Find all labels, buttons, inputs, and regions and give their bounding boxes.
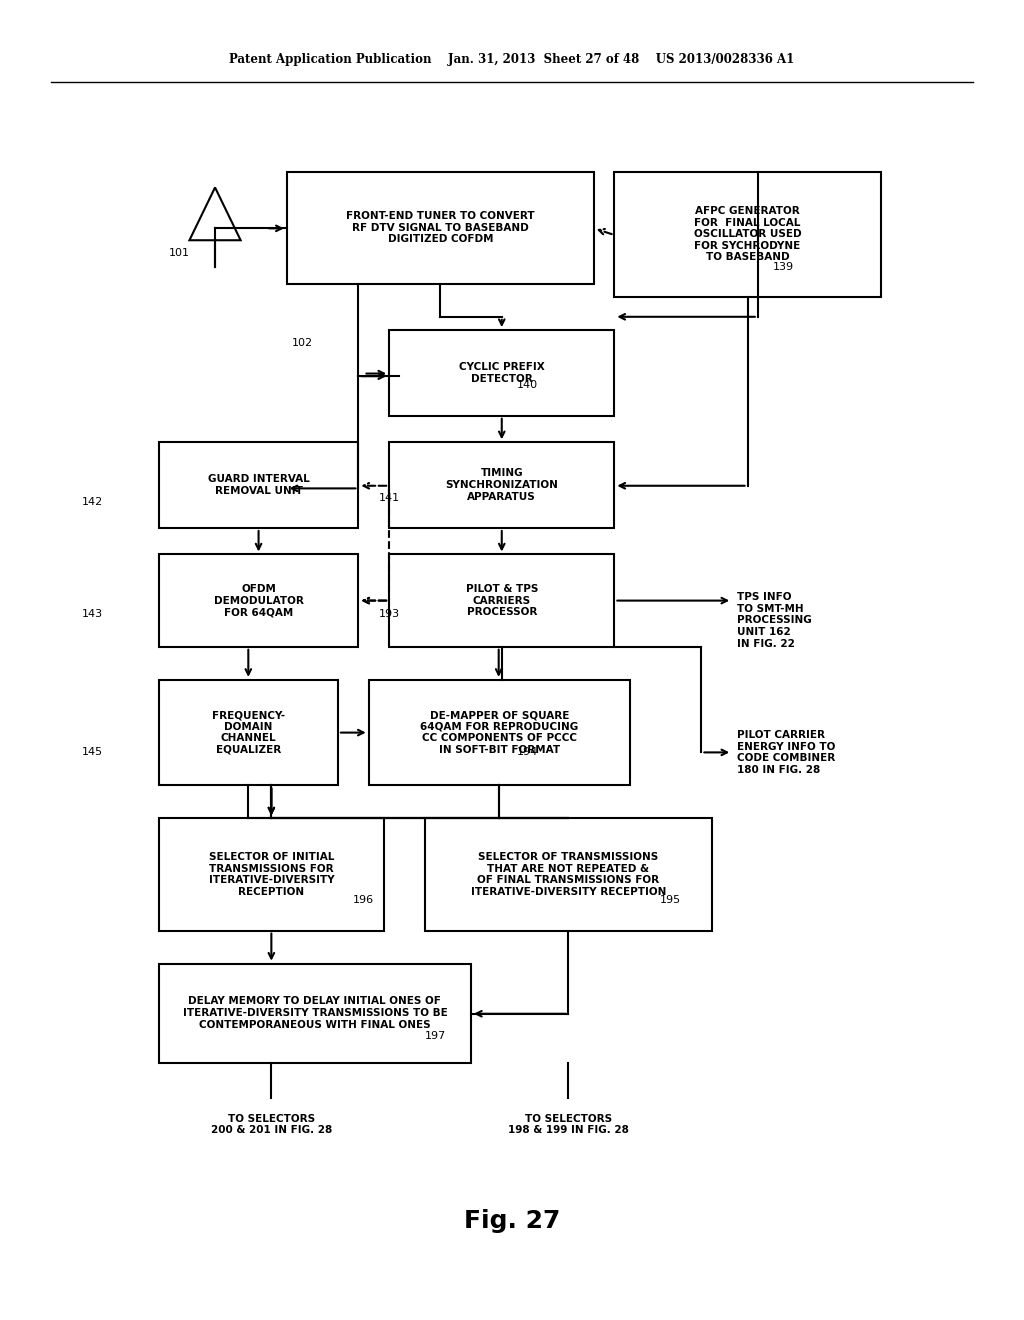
FancyBboxPatch shape [159,964,471,1063]
Text: PILOT CARRIER
ENERGY INFO TO
CODE COMBINER
180 IN FIG. 28: PILOT CARRIER ENERGY INFO TO CODE COMBIN… [737,730,836,775]
Text: 193: 193 [379,609,399,619]
Text: DE-MAPPER OF SQUARE
64QAM FOR REPRODUCING
CC COMPONENTS OF PCCC
IN SOFT-BIT FORM: DE-MAPPER OF SQUARE 64QAM FOR REPRODUCIN… [420,710,579,755]
Text: Fig. 27: Fig. 27 [464,1209,560,1233]
FancyBboxPatch shape [369,680,630,785]
Text: 145: 145 [82,747,102,758]
FancyBboxPatch shape [159,554,358,647]
FancyBboxPatch shape [159,818,384,931]
Text: 141: 141 [379,492,399,503]
Text: CYCLIC PREFIX
DETECTOR: CYCLIC PREFIX DETECTOR [459,362,545,384]
Text: TIMING
SYNCHRONIZATION
APPARATUS: TIMING SYNCHRONIZATION APPARATUS [445,469,558,502]
Text: TO SELECTORS
200 & 201 IN FIG. 28: TO SELECTORS 200 & 201 IN FIG. 28 [211,1114,332,1135]
FancyBboxPatch shape [287,172,594,284]
FancyBboxPatch shape [389,442,614,528]
Text: 197: 197 [425,1031,445,1041]
Text: FREQUENCY-
DOMAIN
CHANNEL
EQUALIZER: FREQUENCY- DOMAIN CHANNEL EQUALIZER [212,710,285,755]
FancyBboxPatch shape [614,172,881,297]
FancyBboxPatch shape [389,330,614,416]
Text: 195: 195 [660,895,681,906]
FancyBboxPatch shape [389,554,614,647]
Text: 142: 142 [82,496,102,507]
Text: 194: 194 [517,747,538,758]
Text: 196: 196 [353,895,374,906]
Text: SELECTOR OF INITIAL
TRANSMISSIONS FOR
ITERATIVE-DIVERSITY
RECEPTION: SELECTOR OF INITIAL TRANSMISSIONS FOR IT… [209,853,334,896]
Text: FRONT-END TUNER TO CONVERT
RF DTV SIGNAL TO BASEBAND
DIGITIZED COFDM: FRONT-END TUNER TO CONVERT RF DTV SIGNAL… [346,211,535,244]
Text: Patent Application Publication    Jan. 31, 2013  Sheet 27 of 48    US 2013/00283: Patent Application Publication Jan. 31, … [229,53,795,66]
FancyBboxPatch shape [425,818,712,931]
Text: 139: 139 [773,261,794,272]
Text: 143: 143 [82,609,102,619]
Text: TO SELECTORS
198 & 199 IN FIG. 28: TO SELECTORS 198 & 199 IN FIG. 28 [508,1114,629,1135]
Text: OFDM
DEMODULATOR
FOR 64QAM: OFDM DEMODULATOR FOR 64QAM [214,583,303,618]
Text: 101: 101 [169,248,189,259]
Text: 102: 102 [292,338,312,348]
Text: GUARD INTERVAL
REMOVAL UNIT: GUARD INTERVAL REMOVAL UNIT [208,474,309,496]
Text: TPS INFO
TO SMT-MH
PROCESSING
UNIT 162
IN FIG. 22: TPS INFO TO SMT-MH PROCESSING UNIT 162 I… [737,593,812,648]
Text: AFPC GENERATOR
FOR  FINAL LOCAL
OSCILLATOR USED
FOR SYCHRODYNE
TO BASEBAND: AFPC GENERATOR FOR FINAL LOCAL OSCILLATO… [693,206,802,263]
Text: PILOT & TPS
CARRIERS
PROCESSOR: PILOT & TPS CARRIERS PROCESSOR [466,583,538,618]
Text: DELAY MEMORY TO DELAY INITIAL ONES OF
ITERATIVE-DIVERSITY TRANSMISSIONS TO BE
CO: DELAY MEMORY TO DELAY INITIAL ONES OF IT… [182,997,447,1030]
FancyBboxPatch shape [159,442,358,528]
Text: 140: 140 [517,380,538,391]
Text: SELECTOR OF TRANSMISSIONS
THAT ARE NOT REPEATED &
OF FINAL TRANSMISSIONS FOR
ITE: SELECTOR OF TRANSMISSIONS THAT ARE NOT R… [471,853,666,896]
FancyBboxPatch shape [159,680,338,785]
